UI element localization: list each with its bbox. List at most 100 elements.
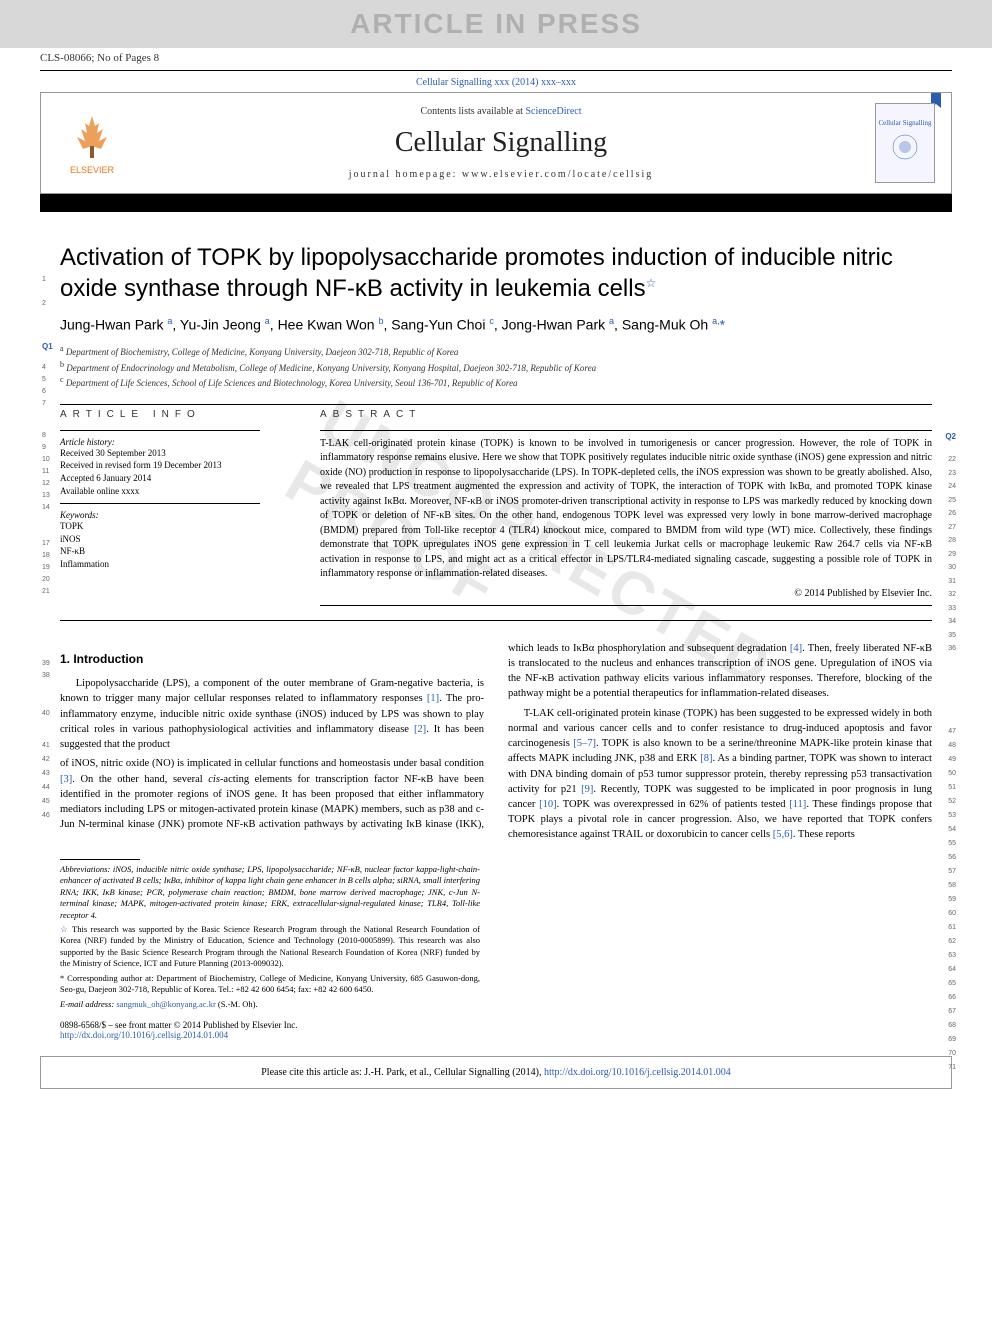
front-matter: 0898-6568/$ – see front matter © 2014 Pu… bbox=[60, 1020, 480, 1040]
line-number: 26 bbox=[948, 510, 956, 517]
line-number: 36 bbox=[948, 645, 956, 652]
line-number: 20 bbox=[42, 576, 50, 583]
line-number: 11 bbox=[42, 468, 49, 475]
affiliation-a: a Department of Biochemistry, College of… bbox=[60, 343, 932, 359]
line-number: 69 bbox=[948, 1036, 956, 1043]
divider bbox=[60, 404, 932, 405]
history-label: Article history: bbox=[60, 437, 280, 447]
front-matter-line: 0898-6568/$ – see front matter © 2014 Pu… bbox=[60, 1020, 480, 1030]
line-number: 24 bbox=[948, 483, 956, 490]
email-footnote: E-mail address: sangmuk_oh@konyang.ac.kr… bbox=[60, 999, 480, 1010]
line-number: 33 bbox=[948, 605, 956, 612]
line-number: 49 bbox=[948, 756, 956, 763]
divider bbox=[60, 620, 932, 621]
line-number: 41 bbox=[42, 742, 50, 749]
email-link[interactable]: sangmuk_oh@konyang.ac.kr bbox=[116, 999, 215, 1009]
footnote-rule bbox=[60, 859, 140, 860]
contents-line: Contents lists available at ScienceDirec… bbox=[127, 106, 875, 117]
journal-homepage: journal homepage: www.elsevier.com/locat… bbox=[127, 169, 875, 180]
line-number: 23 bbox=[948, 470, 956, 477]
line-number: 30 bbox=[948, 564, 956, 571]
line-number: 27 bbox=[948, 524, 956, 531]
q1-marker: Q1 bbox=[42, 342, 53, 351]
line-number: 67 bbox=[948, 1008, 956, 1015]
line-number: 12 bbox=[42, 480, 50, 487]
divider bbox=[60, 503, 260, 504]
line-number: 14 bbox=[42, 504, 50, 511]
cover-title: Cellular Signalling bbox=[878, 119, 931, 127]
article-title: Activation of TOPK by lipopolysaccharide… bbox=[60, 242, 932, 304]
publisher-center: Contents lists available at ScienceDirec… bbox=[127, 106, 875, 180]
line-number: 42 bbox=[42, 756, 50, 763]
divider bbox=[60, 430, 260, 431]
body-para-3: T-LAK cell-originated protein kinase (TO… bbox=[508, 706, 932, 843]
line-number: 22 bbox=[948, 456, 956, 463]
cite-doi-link[interactable]: http://dx.doi.org/10.1016/j.cellsig.2014… bbox=[544, 1067, 731, 1078]
line-number: 44 bbox=[42, 784, 50, 791]
line-number: 39 bbox=[42, 660, 50, 667]
line-number: 46 bbox=[42, 812, 50, 819]
line-number: 31 bbox=[948, 578, 956, 585]
line-number: 47 bbox=[948, 728, 956, 735]
sciencedirect-link[interactable]: ScienceDirect bbox=[525, 106, 581, 117]
line-number: 60 bbox=[948, 910, 956, 917]
line-number: 17 bbox=[42, 540, 50, 547]
footnotes: Abbreviations: iNOS, inducible nitric ox… bbox=[60, 859, 480, 1011]
line-number: 48 bbox=[948, 742, 956, 749]
keyword: Inflammation bbox=[60, 558, 280, 571]
line-number: 9 bbox=[42, 444, 46, 451]
line-number: 65 bbox=[948, 980, 956, 987]
elsevier-tree-icon bbox=[67, 111, 117, 161]
meta-block: ARTICLE INFO Article history: Received 3… bbox=[60, 409, 932, 606]
line-number: 32 bbox=[948, 591, 956, 598]
revised-date: Received in revised form 19 December 201… bbox=[60, 459, 280, 472]
keyword: iNOS bbox=[60, 533, 280, 546]
corresponding-footnote: * Corresponding author at: Department of… bbox=[60, 973, 480, 996]
online-date: Available online xxxx bbox=[60, 485, 280, 498]
line-number: 35 bbox=[948, 632, 956, 639]
abstract-column: ABSTRACT T-LAK cell-originated protein k… bbox=[320, 409, 932, 606]
journal-name: Cellular Signalling bbox=[127, 127, 875, 159]
line-number: 61 bbox=[948, 924, 956, 931]
divider bbox=[320, 605, 932, 606]
body-para-1: Lipopolysaccharide (LPS), a component of… bbox=[60, 676, 484, 752]
line-number: 55 bbox=[948, 840, 956, 847]
black-separator-bar bbox=[40, 194, 952, 212]
line-number: 18 bbox=[42, 552, 50, 559]
line-number: 13 bbox=[42, 492, 50, 499]
line-number: 71 bbox=[948, 1064, 956, 1071]
line-number: 62 bbox=[948, 938, 956, 945]
line-number: 54 bbox=[948, 826, 956, 833]
line-number: 63 bbox=[948, 952, 956, 959]
cite-this-article-box: Please cite this article as: J.-H. Park,… bbox=[40, 1056, 952, 1089]
accepted-date: Accepted 6 January 2014 bbox=[60, 472, 280, 485]
abstract-heading: ABSTRACT bbox=[320, 409, 932, 420]
citation-header: Cellular Signalling xxx (2014) xxx–xxx bbox=[0, 73, 992, 92]
journal-cover-thumb: Cellular Signalling bbox=[875, 103, 935, 183]
line-number: 56 bbox=[948, 854, 956, 861]
line-number: 45 bbox=[42, 798, 50, 805]
article-id-line: CLS-08066; No of Pages 8 bbox=[0, 48, 992, 68]
divider bbox=[40, 70, 952, 71]
doi-link[interactable]: http://dx.doi.org/10.1016/j.cellsig.2014… bbox=[60, 1030, 228, 1040]
cover-graphic-icon bbox=[885, 127, 925, 167]
line-number: 57 bbox=[948, 868, 956, 875]
line-number: 21 bbox=[42, 588, 50, 595]
line-number: 43 bbox=[42, 770, 50, 777]
q2-marker: Q2 bbox=[945, 432, 956, 441]
line-number: 8 bbox=[42, 432, 46, 439]
affiliations: a Department of Biochemistry, College of… bbox=[60, 343, 932, 390]
affiliation-b: b Department of Endocrinology and Metabo… bbox=[60, 359, 932, 375]
body-columns: 1. Introduction Lipopolysaccharide (LPS)… bbox=[60, 641, 932, 843]
abstract-text: T-LAK cell-originated protein kinase (TO… bbox=[320, 437, 932, 582]
keyword: NF-κB bbox=[60, 545, 280, 558]
line-number: 10 bbox=[42, 456, 50, 463]
divider bbox=[320, 430, 932, 431]
line-number: 34 bbox=[948, 618, 956, 625]
affiliation-c: c Department of Life Sciences, School of… bbox=[60, 374, 932, 390]
line-number: 29 bbox=[948, 551, 956, 558]
line-number: 6 bbox=[42, 388, 46, 395]
line-number: 2 bbox=[42, 300, 46, 307]
line-number: 58 bbox=[948, 882, 956, 889]
line-number: 28 bbox=[948, 537, 956, 544]
